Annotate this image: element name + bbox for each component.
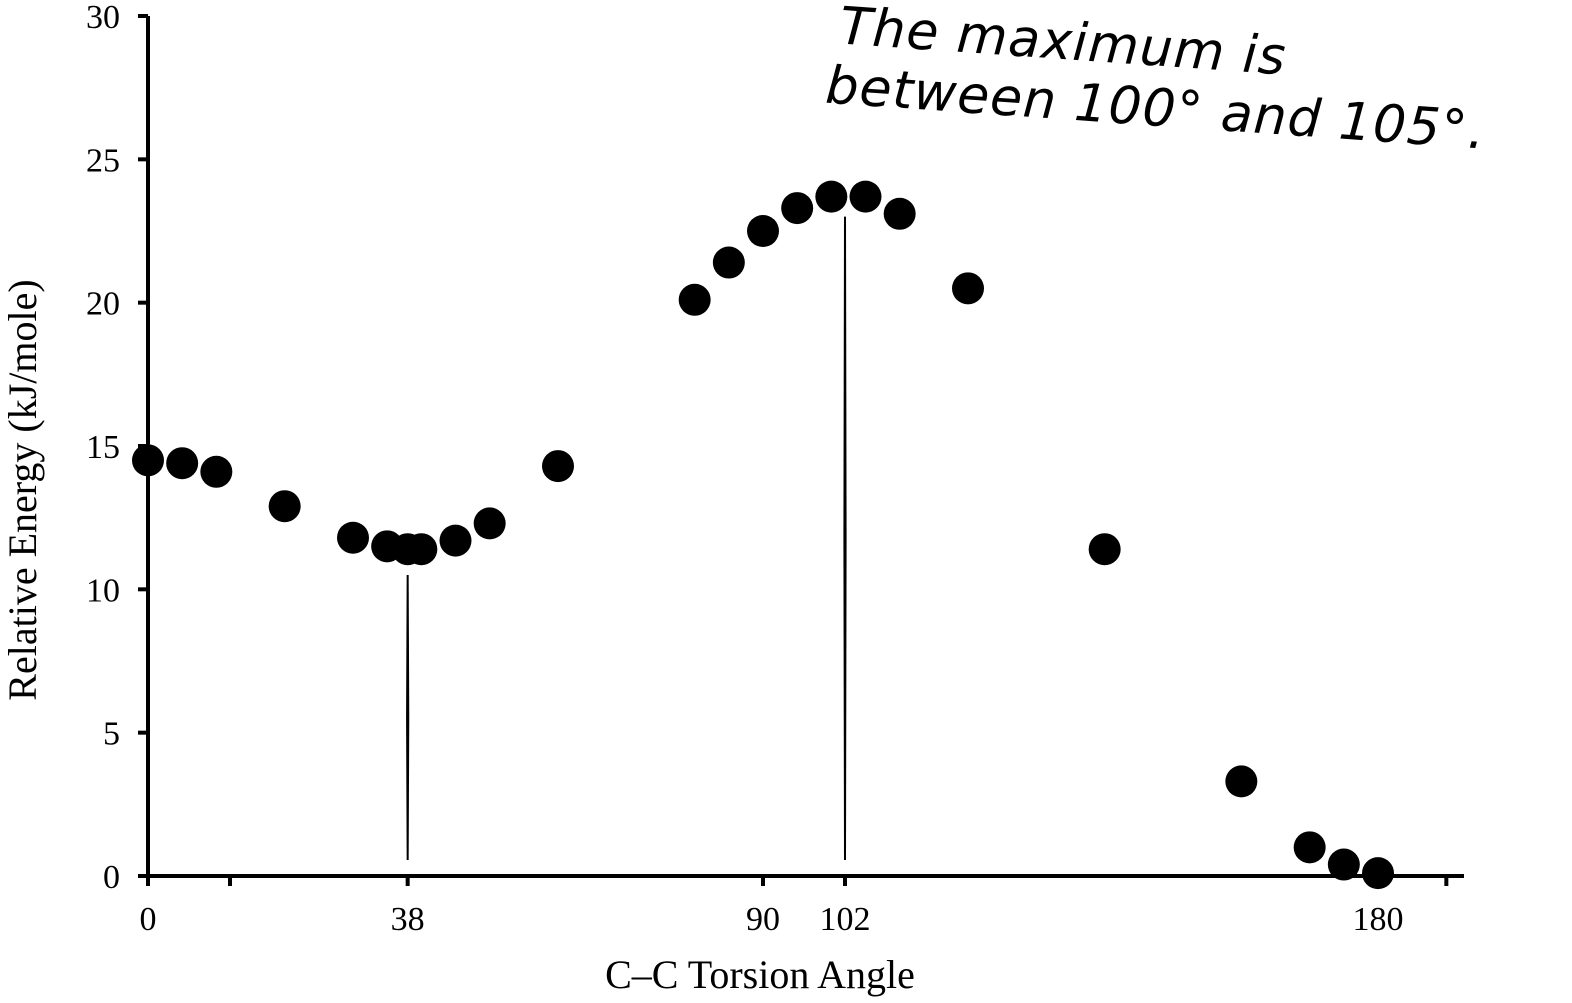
data-point [542,450,574,483]
y-tick-label: 30 [86,0,120,36]
data-point [1327,848,1360,881]
tick-labels: 0 5 10 15 20 25 30 0 38 90 102 180 [86,0,1404,938]
data-point [1362,857,1394,890]
data-point [200,455,233,488]
x-tick-label: 38 [391,901,425,938]
y-tick-label: 10 [86,572,120,609]
x-tick-label: 180 [1353,901,1404,938]
y-tick-label: 25 [86,142,120,179]
data-point [712,246,745,279]
x-axis-title: C–C Torsion Angle [605,952,915,997]
data-point [678,283,711,316]
y-tick-label: 5 [103,716,120,753]
data-point [1225,765,1258,798]
data-point [1088,533,1121,566]
data-points [132,180,1394,890]
reference-lines [406,216,847,860]
reference-line [406,575,410,860]
y-axis-title: Relative Energy (kJ/mole) [0,279,45,700]
data-point [473,507,506,540]
data-point [405,533,438,566]
data-point [952,272,984,305]
data-point [815,180,848,213]
reference-line [843,216,847,860]
data-point [781,192,814,225]
y-tick-label: 0 [103,859,120,896]
x-tick-label: 0 [140,901,157,938]
data-point [1293,831,1326,864]
data-point [849,180,882,213]
data-point [268,490,301,523]
data-point [337,521,369,554]
data-point [166,447,199,480]
x-tick-label: 90 [746,901,780,938]
data-point [883,197,916,230]
data-point [747,215,779,247]
axes [138,14,1464,886]
x-tick-label: 102 [820,901,871,938]
annotation: The maximum is between 100° and 105°. [824,0,1488,162]
y-tick-label: 15 [86,429,120,466]
data-point [132,444,164,477]
y-tick-label: 20 [86,286,120,323]
data-point [439,524,472,557]
